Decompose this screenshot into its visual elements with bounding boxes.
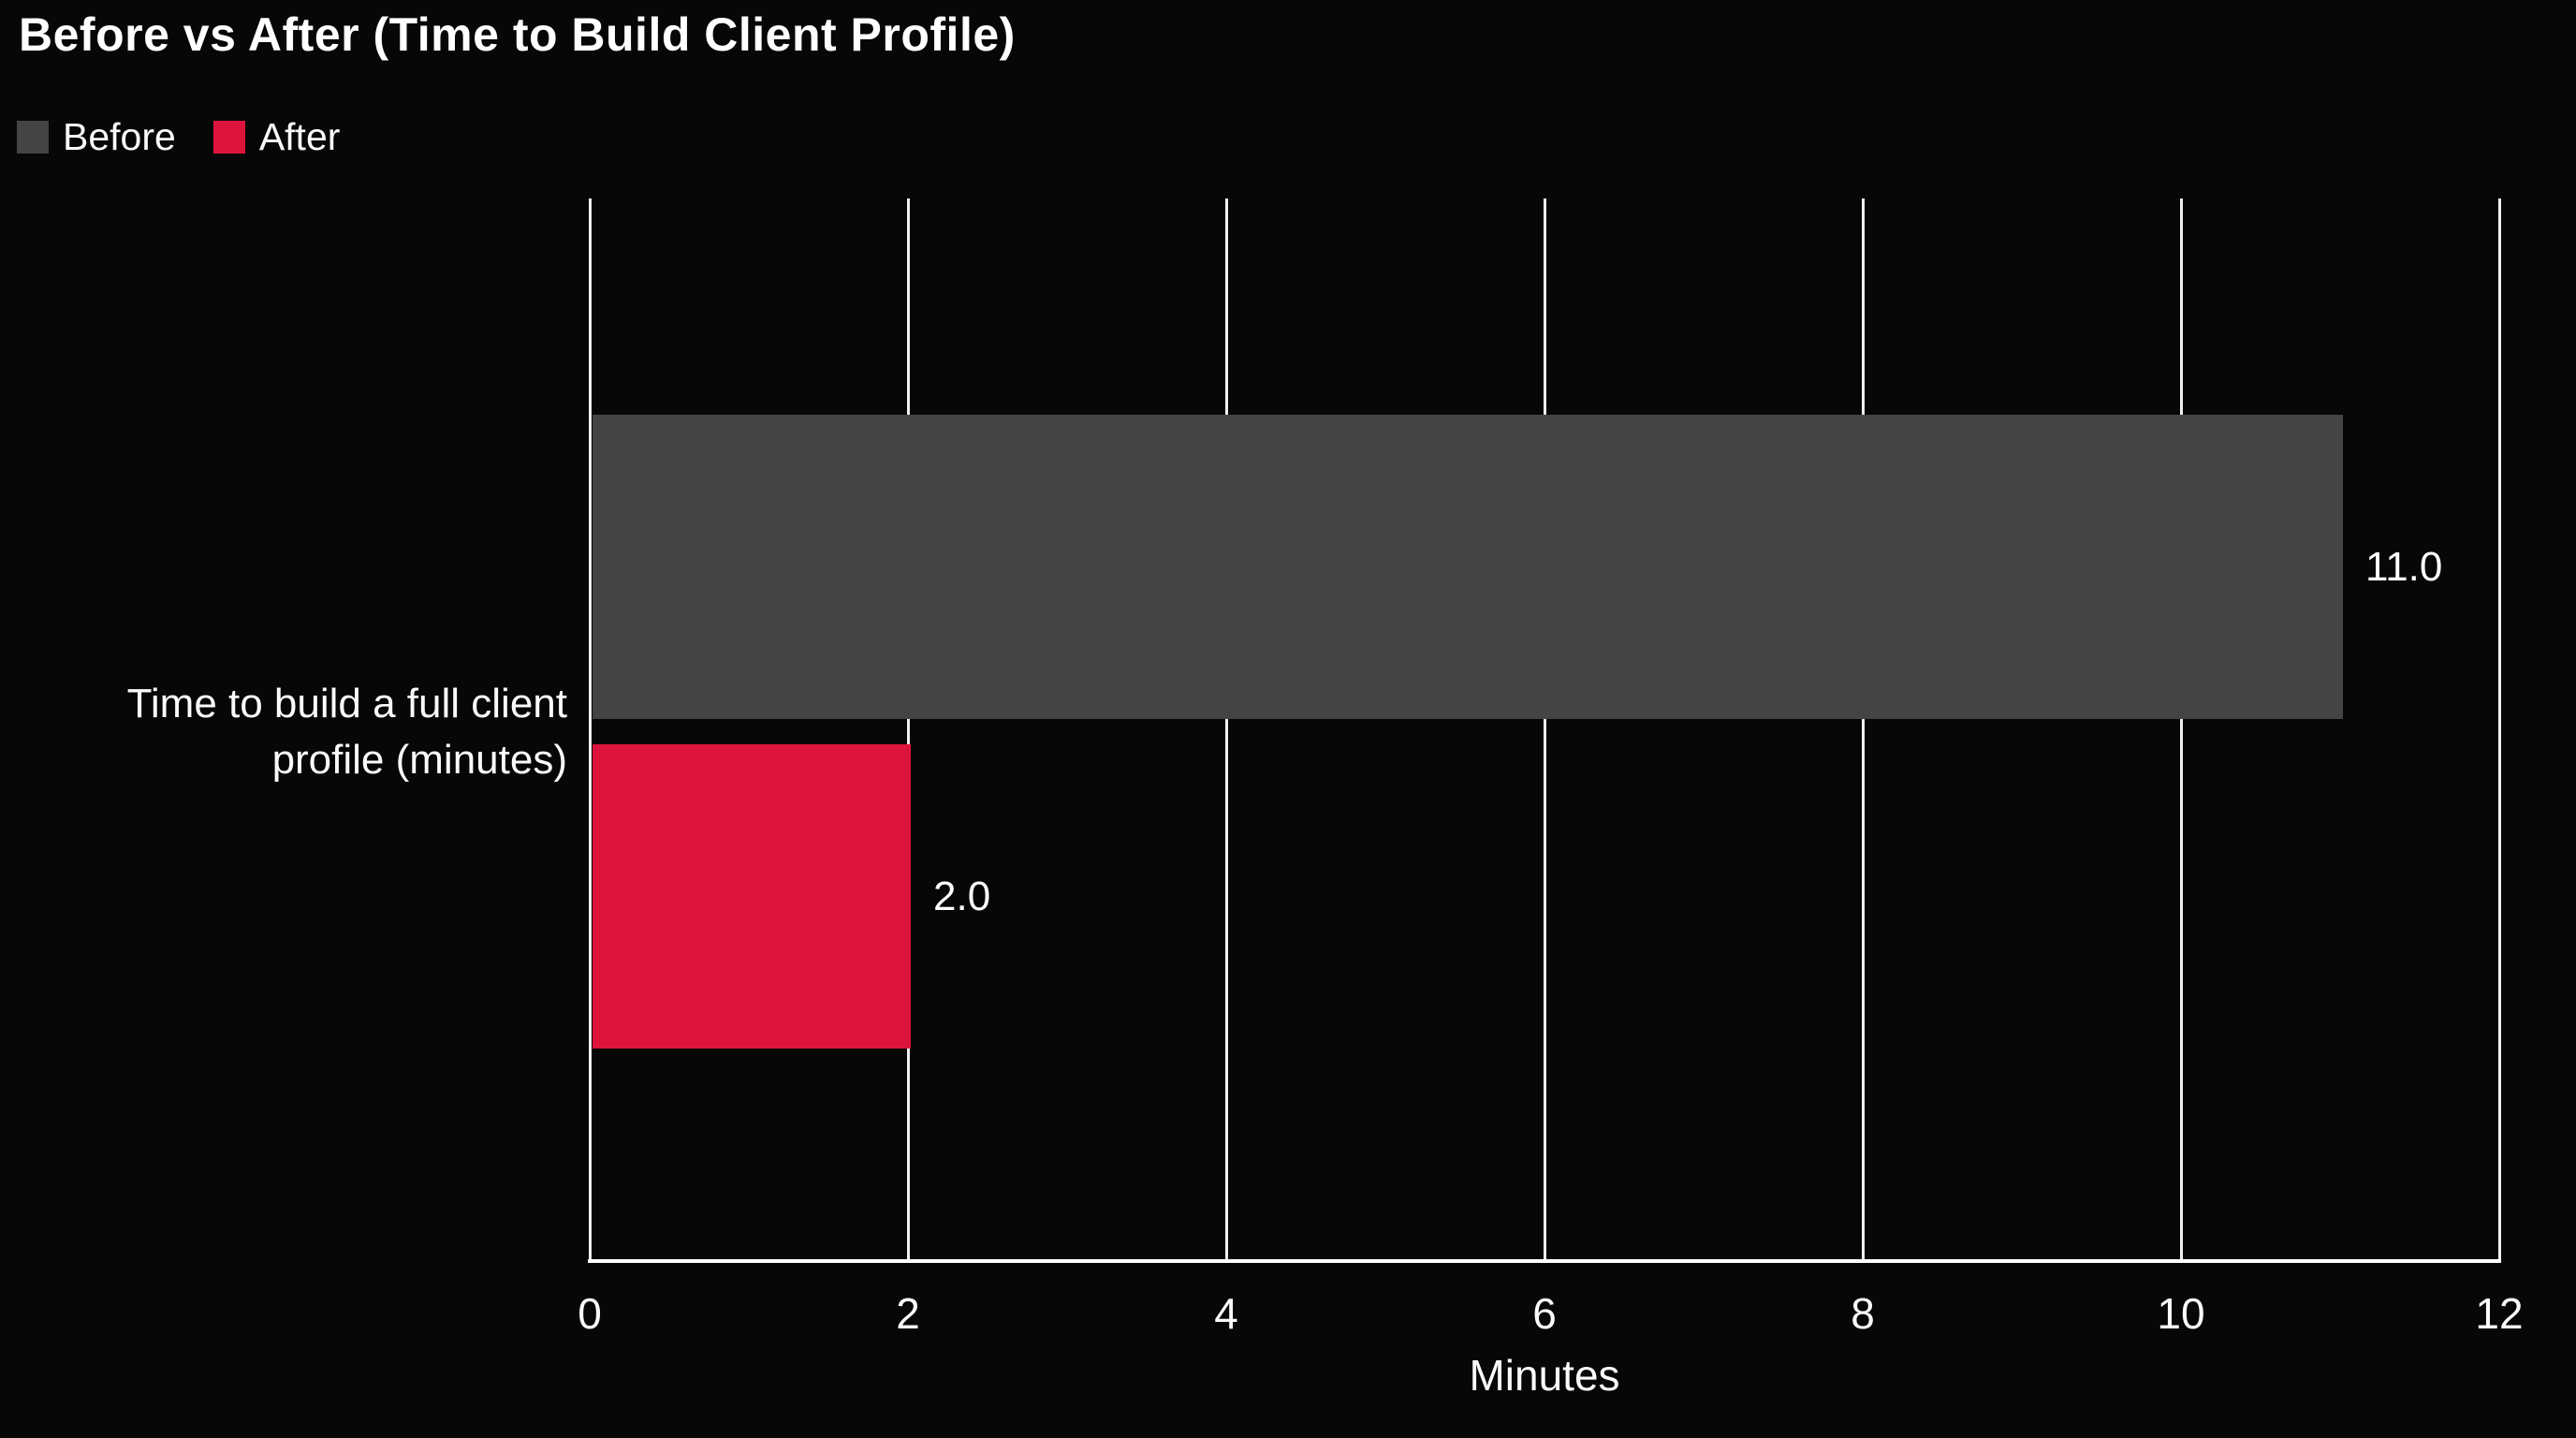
x-tick-label-12: 12 xyxy=(2475,1289,2524,1338)
gridline-x4 xyxy=(1224,198,1228,1261)
x-axis-title: Minutes xyxy=(1469,1351,1620,1400)
legend-swatch-before xyxy=(17,121,49,154)
gridline-x6 xyxy=(1543,198,1546,1261)
x-tick-label-2: 2 xyxy=(896,1289,920,1338)
x-tick-label-6: 6 xyxy=(1532,1289,1557,1338)
legend-item-before: Before xyxy=(17,118,176,156)
value-label-after: 2.0 xyxy=(933,873,991,919)
legend-swatch-after xyxy=(212,121,245,154)
x-tick-label-8: 8 xyxy=(1851,1289,1875,1338)
chart-title: Before vs After (Time to Build Client Pr… xyxy=(19,8,1016,61)
value-label-before: 11.0 xyxy=(2365,544,2443,590)
y-category-label-line1: Time to build a full client xyxy=(126,680,567,726)
gridline-x0 xyxy=(588,198,592,1261)
x-tick-label-10: 10 xyxy=(2157,1289,2205,1338)
legend-label-after: After xyxy=(258,115,341,158)
x-tick-label-4: 4 xyxy=(1214,1289,1238,1338)
bar-after xyxy=(593,744,911,1049)
gridline-x10 xyxy=(2179,198,2183,1261)
plot-area: 11.0 2.0 xyxy=(588,198,2501,1263)
gridline-x2 xyxy=(906,198,910,1261)
gridline-x8 xyxy=(1861,198,1865,1261)
legend-item-after: After xyxy=(212,115,341,158)
gridline-x12 xyxy=(2497,198,2501,1261)
bar-before xyxy=(593,415,2343,719)
x-axis-ticks: 0 2 4 6 8 10 12 xyxy=(578,1284,2523,1341)
legend: Before After xyxy=(17,118,340,156)
y-category-label-line2: profile (minutes) xyxy=(271,736,567,783)
legend-label-before: Before xyxy=(63,115,176,158)
x-tick-label-0: 0 xyxy=(578,1289,602,1338)
x-axis-line xyxy=(588,1259,2501,1263)
y-category-label: Time to build a full client profile (min… xyxy=(0,415,567,1049)
